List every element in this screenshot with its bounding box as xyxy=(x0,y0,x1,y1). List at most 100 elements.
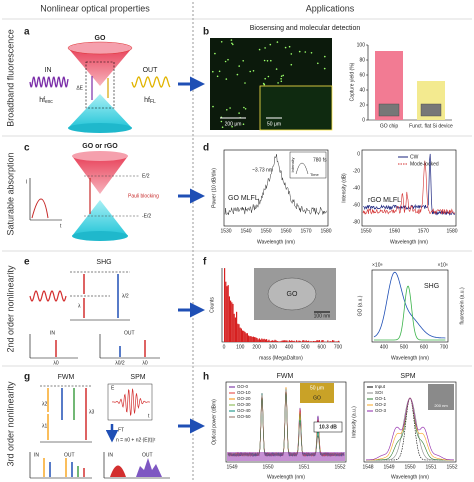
hist-bar xyxy=(258,338,260,342)
dot xyxy=(267,75,270,78)
scale-label: 50 μm xyxy=(267,121,281,127)
dot xyxy=(230,39,233,41)
legend-label: GO-3 xyxy=(375,408,386,413)
hist-bar xyxy=(250,336,252,342)
y-tick-label: -40 xyxy=(353,185,360,191)
y-axis-label: Optical power (dBm) xyxy=(211,399,217,445)
hist-bar xyxy=(251,336,253,342)
annotation-box xyxy=(313,421,343,433)
axis-letter: E xyxy=(111,385,115,391)
legend-label: Mode-locked xyxy=(410,161,439,167)
x-tick-label: 1560 xyxy=(389,228,400,234)
in-label: IN xyxy=(45,67,52,74)
plot-label: IN xyxy=(50,330,55,336)
dot xyxy=(227,58,229,61)
hist-bar xyxy=(276,341,278,342)
panel-title: Biosensing and molecular detection xyxy=(250,25,361,32)
annotation: ~3.73 nm xyxy=(252,167,273,173)
plot-frame xyxy=(363,381,457,463)
multiplier: ×10⁶ xyxy=(437,262,448,268)
cone-lower xyxy=(68,94,132,128)
hist-bar xyxy=(286,340,288,342)
x-axis-label: mass (MegaDalton) xyxy=(259,355,303,361)
process: SHG xyxy=(424,283,439,290)
scale-label: 200 μm xyxy=(225,121,242,127)
hist-bar xyxy=(260,339,262,342)
x-tick-label: 600 xyxy=(318,344,327,350)
hist-bar xyxy=(262,339,264,342)
device-label: GO MLFL xyxy=(228,195,259,202)
hist-bar xyxy=(224,268,226,342)
x-tick-label: 700 xyxy=(440,344,449,350)
lambda0-half: λ0/2 xyxy=(115,360,125,366)
hist-bar xyxy=(240,328,242,342)
x-axis-label: Wavelength (nm) xyxy=(390,239,428,245)
gain-label: 10.3 dB xyxy=(319,424,337,430)
hist-bar xyxy=(278,341,280,342)
gap-label: ΔE xyxy=(76,85,83,91)
panel-letter: f xyxy=(203,257,207,268)
dot xyxy=(263,59,266,62)
inset-pulse xyxy=(295,162,309,175)
hist-bar xyxy=(233,313,235,342)
dot xyxy=(226,109,228,111)
dot xyxy=(324,55,326,58)
hist-bar xyxy=(270,340,272,342)
hist-bar xyxy=(234,317,236,342)
y2-axis-label: fluorescein (a.u.) xyxy=(459,287,465,325)
plot-label: OUT xyxy=(142,452,153,458)
material: GO or rGO xyxy=(82,143,118,150)
legend-label: GO-50 xyxy=(237,414,251,419)
dot xyxy=(244,108,247,110)
hist-bar xyxy=(280,341,282,342)
legend-label: GO-40 xyxy=(237,408,251,413)
device-photo xyxy=(378,103,400,117)
wave-in xyxy=(29,290,67,302)
plot-label: IN xyxy=(108,452,113,458)
pulse xyxy=(111,388,151,416)
out-label: OUT xyxy=(143,67,159,74)
hist-bar xyxy=(315,341,317,342)
legend-label: GO-0 xyxy=(237,384,248,389)
hist-bar xyxy=(317,340,319,342)
legend-label: GO-20 xyxy=(237,396,251,401)
y-axis-label: Capture yield (%) xyxy=(349,62,355,101)
hist-bar xyxy=(330,341,332,342)
text-part: hf xyxy=(144,97,150,104)
lambda-half: λ/2 xyxy=(122,293,129,299)
hist-bar xyxy=(299,340,301,342)
micrograph-inset xyxy=(259,85,333,131)
hist-bar xyxy=(266,339,268,342)
hist-bar xyxy=(310,341,312,342)
dot xyxy=(290,53,293,55)
hist-bar xyxy=(285,340,287,342)
process: FWM xyxy=(58,374,75,381)
legend-label: GO-2 xyxy=(375,402,386,407)
row-label: 2nd order nonlinearity xyxy=(5,265,15,353)
hist-bar xyxy=(256,338,258,342)
blocking-label: Pauli blocking xyxy=(128,193,159,199)
axis-letter: I xyxy=(26,179,27,185)
hist-bar xyxy=(252,336,254,342)
plot-frame xyxy=(371,269,449,343)
mini-axes xyxy=(29,452,170,479)
y-tick-label: 0 xyxy=(362,117,365,123)
hist-bar xyxy=(268,339,270,342)
hist-bar xyxy=(327,340,329,342)
dot xyxy=(290,63,293,66)
hist-bar xyxy=(333,340,335,342)
x-tick-label: 400 xyxy=(380,344,389,350)
multiplier: ×10⁸ xyxy=(372,262,383,268)
dot xyxy=(243,106,245,109)
axis-letter: t xyxy=(148,413,150,419)
x-tick-label: 1570 xyxy=(300,228,311,234)
x-tick-label: 1550 xyxy=(262,464,273,470)
process: SHG xyxy=(96,259,111,266)
dot xyxy=(276,41,279,43)
x-tick-label: 1549 xyxy=(226,464,237,470)
hist-bar xyxy=(242,330,244,342)
legend-label: GO-10 xyxy=(237,390,251,395)
plot-frame xyxy=(225,381,347,463)
